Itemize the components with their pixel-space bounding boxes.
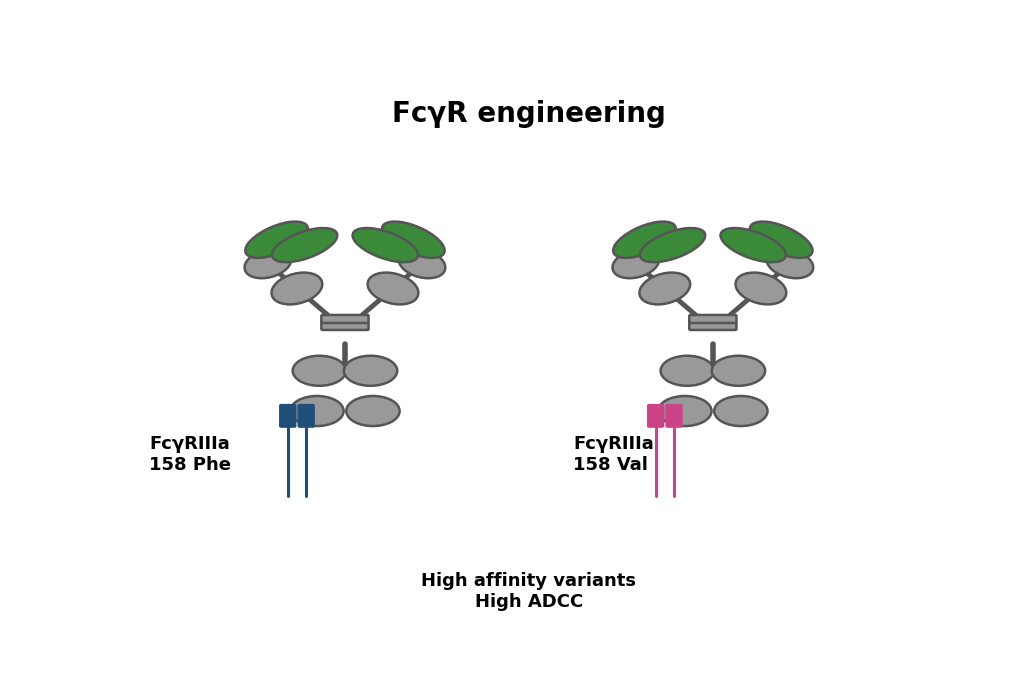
FancyBboxPatch shape	[321, 315, 368, 323]
Ellipse shape	[293, 355, 346, 386]
Ellipse shape	[347, 396, 399, 426]
Ellipse shape	[736, 273, 786, 305]
Ellipse shape	[750, 222, 812, 258]
FancyBboxPatch shape	[298, 404, 314, 427]
Ellipse shape	[612, 249, 659, 278]
FancyBboxPatch shape	[280, 404, 296, 427]
Ellipse shape	[613, 222, 676, 258]
Ellipse shape	[344, 355, 397, 386]
Ellipse shape	[640, 273, 690, 305]
Ellipse shape	[640, 228, 705, 262]
FancyBboxPatch shape	[689, 315, 737, 323]
Text: High affinity variants
High ADCC: High affinity variants High ADCC	[421, 572, 637, 611]
Ellipse shape	[660, 355, 714, 386]
Text: FcγR engineering: FcγR engineering	[392, 100, 666, 128]
Ellipse shape	[271, 273, 322, 305]
Ellipse shape	[714, 396, 768, 426]
Ellipse shape	[246, 222, 308, 258]
Ellipse shape	[720, 228, 786, 262]
FancyBboxPatch shape	[689, 322, 737, 330]
Ellipse shape	[382, 222, 445, 258]
Ellipse shape	[398, 249, 446, 278]
Text: FcγRIIIa
158 Phe: FcγRIIIa 158 Phe	[149, 435, 231, 474]
Ellipse shape	[712, 355, 765, 386]
FancyBboxPatch shape	[321, 322, 368, 330]
Text: FcγRIIIa
158 Val: FcγRIIIa 158 Val	[573, 435, 653, 474]
Ellipse shape	[353, 228, 418, 262]
FancyBboxPatch shape	[666, 404, 682, 427]
FancyBboxPatch shape	[648, 404, 664, 427]
Ellipse shape	[245, 249, 291, 278]
Ellipse shape	[367, 273, 418, 305]
Ellipse shape	[767, 249, 813, 278]
Ellipse shape	[271, 228, 337, 262]
Ellipse shape	[290, 396, 344, 426]
Ellipse shape	[658, 396, 711, 426]
